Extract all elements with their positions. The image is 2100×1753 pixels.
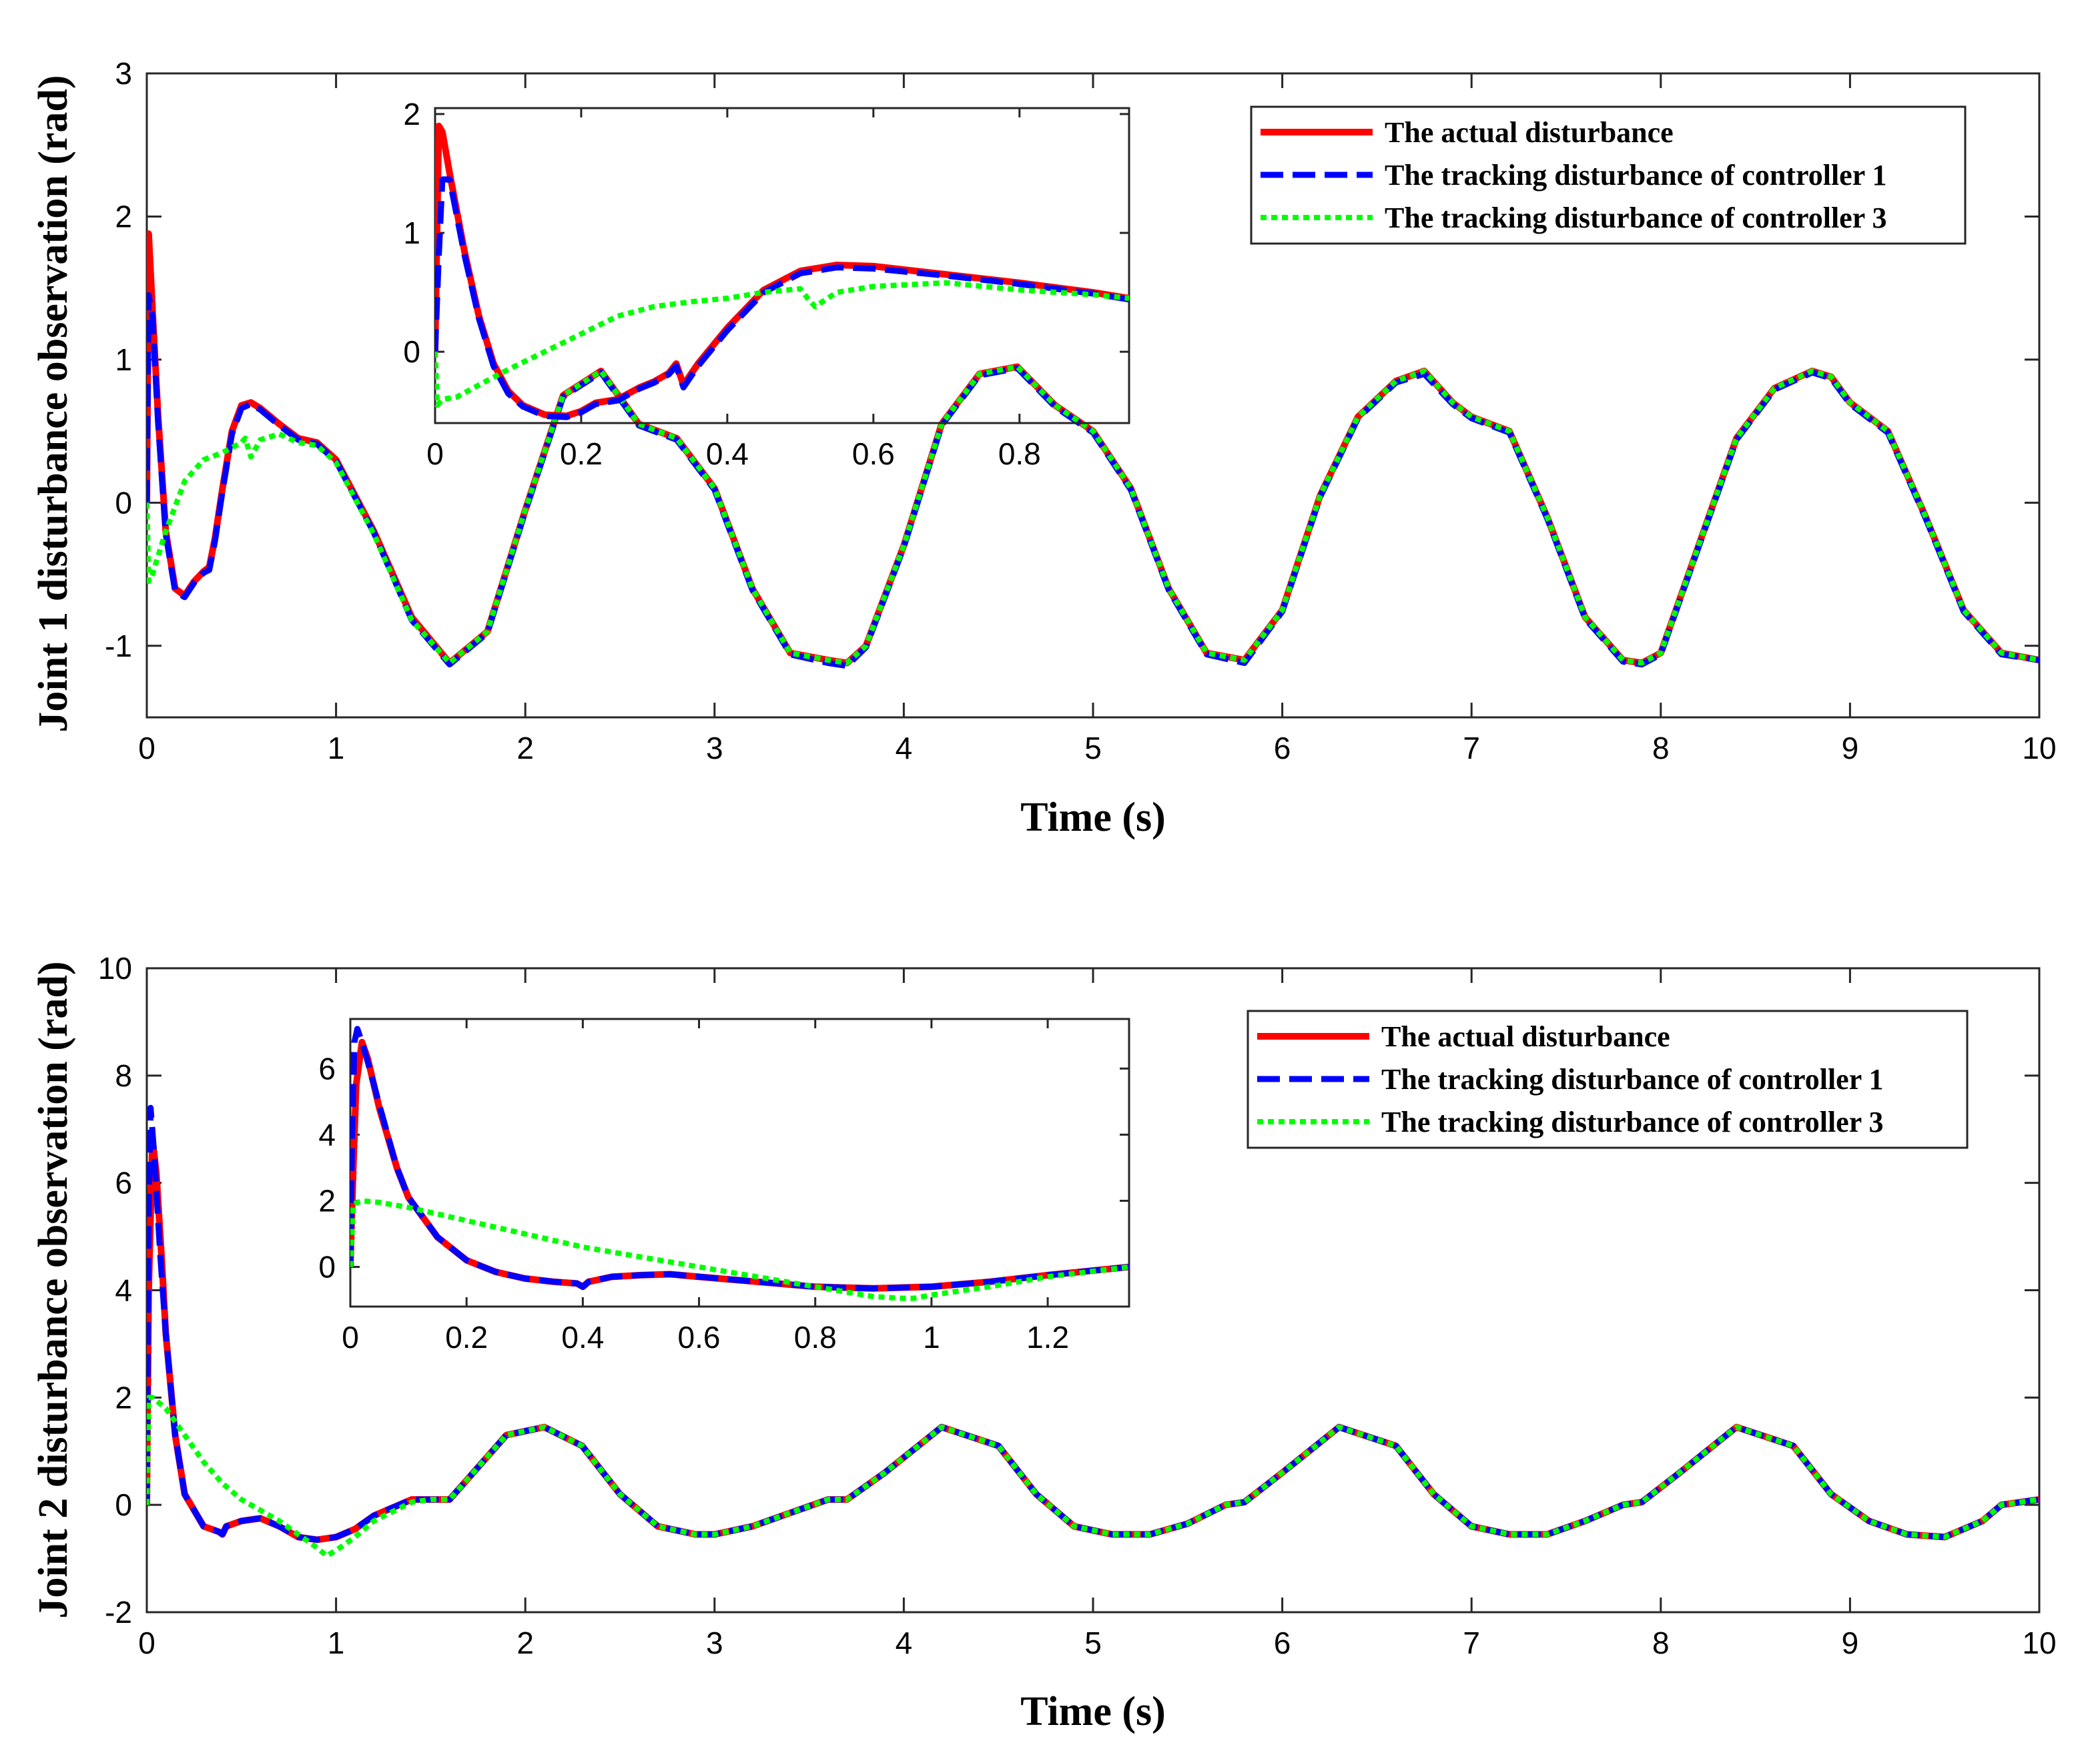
joint1-main-x-tick-label: 4 xyxy=(896,731,913,765)
joint2-inset-x-tick-label: 0 xyxy=(342,1320,359,1355)
joint1-main-y-tick-label: -1 xyxy=(105,629,132,663)
joint1-main-y-tick-label: 3 xyxy=(115,56,132,91)
joint2-inset-series-controller-3 xyxy=(350,1198,1129,1301)
joint1-main-y-tick-label: 1 xyxy=(115,342,132,377)
joint2-main-y-tick-label: 0 xyxy=(115,1487,132,1522)
joint2-inset-x-tick-label: 0.8 xyxy=(794,1320,837,1355)
joint1-inset-x-tick-label: 0.8 xyxy=(998,436,1041,471)
joint2-main-y-tick-label: 4 xyxy=(115,1273,132,1308)
joint1-inset-y-tick-label: 2 xyxy=(403,97,420,131)
joint2-main-x-tick-label: 1 xyxy=(328,1626,345,1660)
joint2-main-y-tick-label: -2 xyxy=(105,1595,132,1630)
joint2-main-x-tick-label: 2 xyxy=(516,1626,534,1660)
joint2-y-axis-label: Joint 2 disturbance observation (rad) xyxy=(31,961,76,1618)
joint2-main-x-tick-label: 3 xyxy=(706,1626,723,1660)
joint1-inset-y-tick-label: 0 xyxy=(403,334,420,369)
joint2-inset-x-tick-label: 0.6 xyxy=(678,1320,721,1355)
joint2-main-y-tick-label: 10 xyxy=(98,951,132,986)
joint1-inset-series-controller-3 xyxy=(435,280,1129,408)
joint2-main-x-tick-label: 6 xyxy=(1274,1626,1291,1660)
joint1-main-x-tick-label: 5 xyxy=(1084,731,1102,765)
joint2-main-x-tick-label: 9 xyxy=(1842,1626,1859,1660)
joint1-main-x-tick-label: 7 xyxy=(1463,731,1480,765)
joint2-main-series-controller-1 xyxy=(147,1104,2039,1543)
joint1-inset-x-tick-label: 0.2 xyxy=(560,436,603,471)
joint1-inset-x-tick-label: 0.4 xyxy=(706,436,749,471)
joint1-main-x-tick-label: 9 xyxy=(1842,731,1859,765)
joint1-inset-series-controller-1 xyxy=(435,176,1129,420)
joint1-main-x-tick-label: 0 xyxy=(138,731,155,765)
joint1-main-x-tick-label: 1 xyxy=(328,731,345,765)
joint2-legend: The actual disturbance The tracking distu… xyxy=(1247,1010,1969,1149)
joint1-inset-x-tick-label: 0.6 xyxy=(852,436,895,471)
joint2-inset-x-tick-label: 0.2 xyxy=(445,1320,488,1355)
joint1-main-x-tick-label: 10 xyxy=(2022,731,2056,765)
joint2-main-x-tick-label: 5 xyxy=(1084,1626,1102,1660)
joint2-inset-x-tick-label: 1.2 xyxy=(1026,1320,1069,1355)
joint2-main-series-controller-3 xyxy=(147,1395,2039,1559)
joint1-y-axis-label: Joint 1 disturbance observation (rad) xyxy=(31,75,76,732)
joint1-inset-x-tick-label: 0 xyxy=(426,436,444,471)
joint1-main-y-tick-label: 0 xyxy=(115,485,132,520)
joint2-x-axis-label: Time (s) xyxy=(1020,1689,1166,1734)
joint2-inset-series-controller-1 xyxy=(350,1026,1129,1292)
joint2-main-y-tick-label: 2 xyxy=(115,1380,132,1415)
joint1-main-x-tick-label: 3 xyxy=(706,731,723,765)
joint2-inset-x-tick-label: 0.4 xyxy=(561,1320,604,1355)
joint2-main-x-tick-label: 0 xyxy=(138,1626,155,1660)
joint2-legend-label-3: The tracking disturbance of controller 3 xyxy=(1381,1106,1883,1138)
joint2-inset-y-tick-label: 2 xyxy=(318,1183,336,1218)
joint1-inset-y-tick-label: 1 xyxy=(403,216,420,250)
joint1-main-y-tick-label: 2 xyxy=(115,199,132,234)
joint1-inset-chart: 0 0.2 0.4 0.6 0.8 0 1 2 xyxy=(403,97,1130,471)
joint1-legend: The actual disturbance The tracking distu… xyxy=(1250,105,1967,245)
joint1-main-x-tick-label: 2 xyxy=(516,731,534,765)
joint1-legend-label-2: The tracking disturbance of controller 1 xyxy=(1385,159,1886,192)
joint1-main-series-controller-1 xyxy=(147,292,2039,669)
joint1-main-series-controller-3 xyxy=(147,364,2039,666)
joint2-main-x-tick-label: 7 xyxy=(1463,1626,1480,1660)
joint2-legend-label-1: The actual disturbance xyxy=(1381,1020,1670,1053)
joint1-x-axis-label: Time (s) xyxy=(1020,795,1166,840)
joint1-main-x-tick-label: 8 xyxy=(1652,731,1670,765)
joint2-inset-y-tick-label: 0 xyxy=(318,1250,336,1285)
joint2-main-y-tick-label: 8 xyxy=(115,1058,132,1093)
joint2-main-y-tick-label: 6 xyxy=(115,1166,132,1200)
joint1-main-x-tick-label: 6 xyxy=(1274,731,1291,765)
joint1-legend-label-1: The actual disturbance xyxy=(1385,116,1674,149)
joint2-main-x-tick-label: 8 xyxy=(1652,1626,1670,1660)
joint2-main-x-tick-label: 4 xyxy=(896,1626,913,1660)
joint2-inset-y-tick-label: 6 xyxy=(318,1051,336,1086)
joint2-legend-label-2: The tracking disturbance of controller 1 xyxy=(1381,1063,1883,1096)
joint2-main-x-tick-label: 10 xyxy=(2022,1626,2056,1660)
joint2-inset-chart: 0 0.2 0.4 0.6 0.8 1 1.2 0 2 4 6 xyxy=(318,1018,1130,1355)
joint2-inset-x-tick-label: 1 xyxy=(923,1320,940,1355)
joint2-inset-y-tick-label: 4 xyxy=(318,1117,336,1152)
joint1-legend-label-3: The tracking disturbance of controller 3 xyxy=(1385,202,1886,234)
joint2-inset-series-actual-disturbance xyxy=(350,1038,1129,1292)
joint2-main-series-actual-disturbance xyxy=(147,1136,2039,1543)
